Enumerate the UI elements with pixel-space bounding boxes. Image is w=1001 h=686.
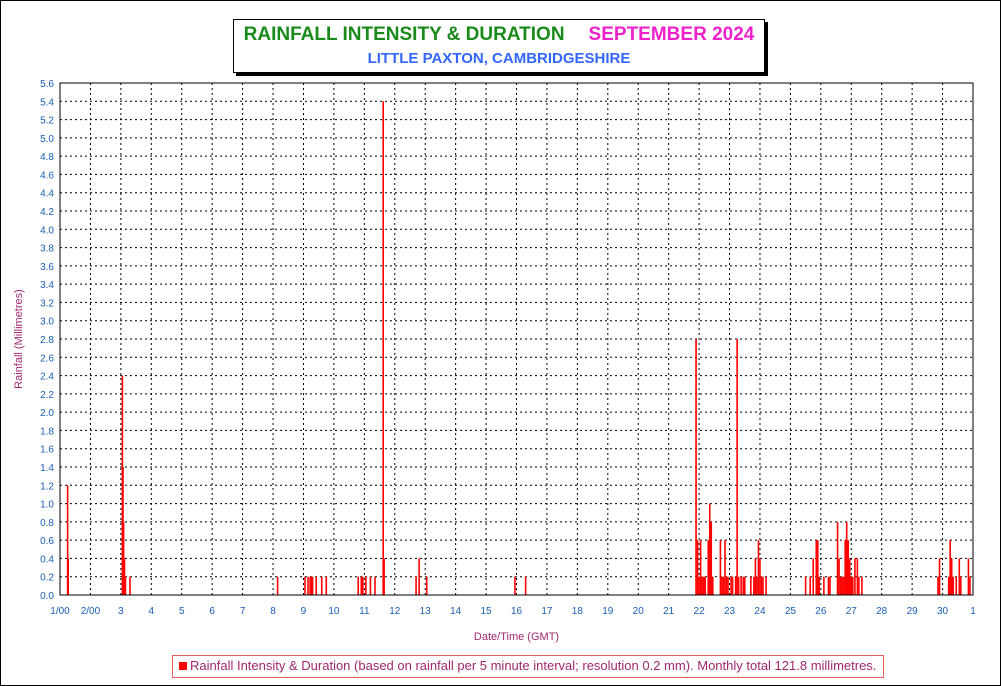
x-tick-label: 1/00 xyxy=(50,606,70,617)
x-tick-label: 10 xyxy=(328,606,340,617)
x-tick-label: 20 xyxy=(633,606,645,617)
y-tick-label: 5.0 xyxy=(40,134,54,145)
y-tick-label: 4.4 xyxy=(40,189,54,200)
y-tick-label: 2.2 xyxy=(40,390,54,401)
x-tick-label: 30 xyxy=(937,606,949,617)
x-tick-label: 27 xyxy=(846,606,858,617)
y-tick-label: 1.4 xyxy=(40,463,54,474)
y-tick-label: 4.2 xyxy=(40,207,54,218)
x-tick-label: 7 xyxy=(240,606,246,617)
y-tick-label: 0.8 xyxy=(40,518,54,529)
y-tick-label: 5.4 xyxy=(40,97,54,108)
y-axis-label: Rainfall (Millimetres) xyxy=(13,289,25,389)
legend-text: Rainfall Intensity & Duration (based on … xyxy=(190,658,877,673)
title-box: RAINFALL INTENSITY & DURATION SEPTEMBER 2… xyxy=(233,19,765,73)
y-tick-label: 3.4 xyxy=(40,280,54,291)
x-tick-label: 13 xyxy=(420,606,432,617)
y-tick-label: 4.0 xyxy=(40,225,54,236)
legend-swatch xyxy=(179,662,187,670)
x-tick-label: 11 xyxy=(359,606,370,617)
y-tick-label: 2.8 xyxy=(40,335,54,346)
y-tick-label: 3.8 xyxy=(40,244,54,255)
x-tick-labels: 1/00 2/00 3 4 5 6 7 8 9 10 11 12 13 14 15 16 17 18 19 20 21 2… xyxy=(50,606,976,617)
y-tick-label: 4.8 xyxy=(40,152,54,163)
x-tick-label: 28 xyxy=(876,606,888,617)
grid-lines xyxy=(60,83,973,595)
x-tick-label: 8 xyxy=(270,606,276,617)
chart-title: RAINFALL INTENSITY & DURATION xyxy=(243,24,565,45)
x-tick-label: 4 xyxy=(149,606,155,617)
chart-subtitle: LITTLE PAXTON, CAMBRIDGESHIRE xyxy=(367,50,631,67)
y-tick-label: 2.6 xyxy=(40,353,54,364)
x-tick-label: 3 xyxy=(118,606,124,617)
x-tick-label: 6 xyxy=(209,606,215,617)
title-line: RAINFALL INTENSITY & DURATION SEPTEMBER 2… xyxy=(234,24,764,46)
x-tick-label: 5 xyxy=(179,606,185,617)
x-tick-label: 23 xyxy=(724,606,736,617)
y-tick-label: 1.2 xyxy=(40,481,54,492)
plot-area-border xyxy=(59,82,974,596)
x-tick-label: 2/00 xyxy=(81,606,101,617)
rainfall-bars xyxy=(66,101,971,595)
y-tick-label: 3.6 xyxy=(40,262,54,273)
x-tick-label: 29 xyxy=(907,606,919,617)
y-tick-label: 2.0 xyxy=(40,408,54,419)
y-tick-label: 3.2 xyxy=(40,298,54,309)
x-tick-label: 17 xyxy=(541,606,553,617)
chart-title-month: SEPTEMBER 2024 xyxy=(588,24,755,45)
x-tick-label: 25 xyxy=(785,606,797,617)
x-tick-label: 16 xyxy=(511,606,523,617)
x-tick-label: 22 xyxy=(694,606,706,617)
x-tick-label: 21 xyxy=(663,606,675,617)
x-axis-label: Date/Time (GMT) xyxy=(474,631,559,643)
y-tick-label: 5.6 xyxy=(40,79,54,90)
legend: Rainfall Intensity & Duration (based on … xyxy=(172,655,884,678)
x-tick-label: 26 xyxy=(815,606,827,617)
x-tick-label: 19 xyxy=(602,606,614,617)
y-tick-label: 0.0 xyxy=(40,591,54,602)
x-tick-label: 1 xyxy=(970,606,976,617)
y-tick-label: 1.6 xyxy=(40,445,54,456)
y-tick-label: 3.0 xyxy=(40,317,54,328)
x-tick-label: 14 xyxy=(450,606,462,617)
y-tick-label: 0.2 xyxy=(40,573,54,584)
y-tick-label: 1.0 xyxy=(40,500,54,511)
x-tick-label: 15 xyxy=(481,606,493,617)
y-tick-labels: 0.0 0.2 0.4 0.6 0.8 1.0 1.2 1.4 1.6 1.8 2.0 2.2 2.4 2… xyxy=(40,79,54,602)
y-tick-label: 5.2 xyxy=(40,116,54,127)
y-tick-label: 4.6 xyxy=(40,170,54,181)
x-tick-label: 24 xyxy=(754,606,766,617)
y-tick-label: 2.4 xyxy=(40,372,54,383)
y-tick-label: 0.6 xyxy=(40,536,54,547)
x-tick-label: 12 xyxy=(389,606,401,617)
x-tick-label: 18 xyxy=(572,606,584,617)
x-tick-label: 9 xyxy=(301,606,307,617)
y-tick-label: 1.8 xyxy=(40,426,54,437)
y-tick-label: 0.4 xyxy=(40,554,54,565)
